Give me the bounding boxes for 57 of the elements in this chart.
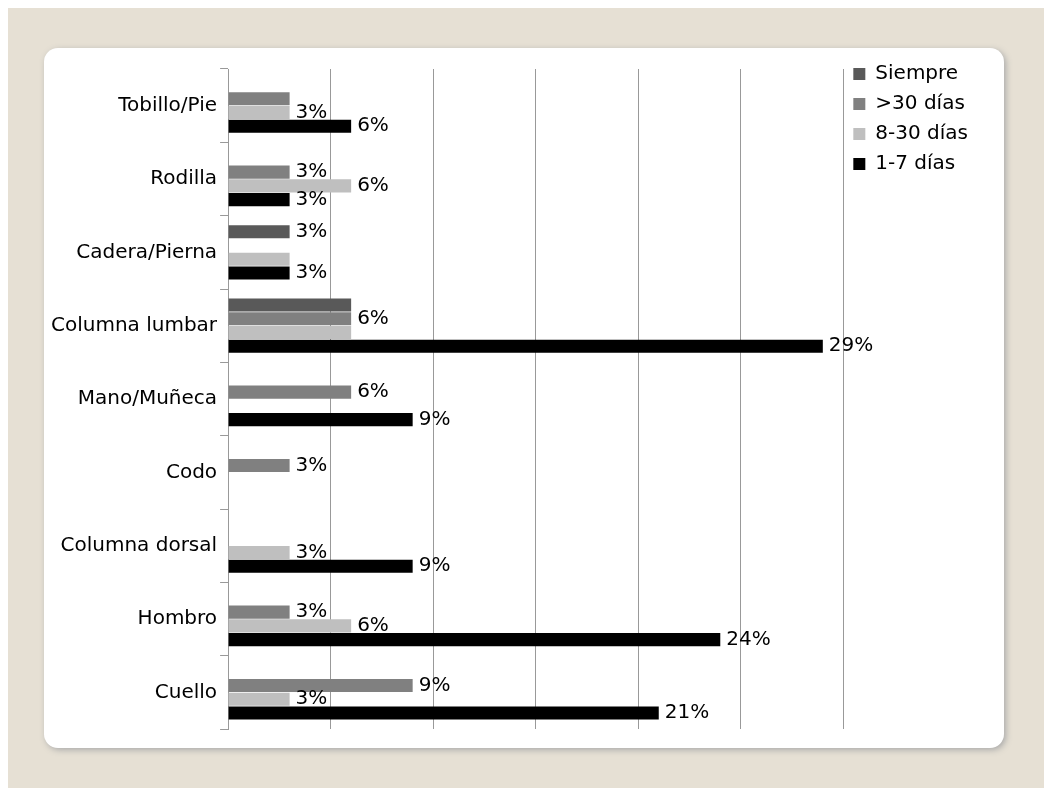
- bar: [228, 179, 352, 193]
- data-label: 3%: [295, 158, 328, 183]
- y-tick-label: Columna dorsal: [60, 531, 218, 556]
- legend-label: 8-30 días: [875, 120, 969, 145]
- data-label: 6%: [357, 612, 389, 637]
- bar: [228, 193, 290, 207]
- bar: [228, 458, 290, 472]
- data-label: 3%: [295, 598, 328, 623]
- bar: [228, 413, 413, 427]
- bar: [228, 339, 823, 353]
- bar: [228, 266, 290, 280]
- data-label: 6%: [357, 304, 389, 329]
- data-label: 6%: [357, 112, 389, 137]
- data-label: 3%: [295, 98, 328, 123]
- bar: [228, 385, 352, 399]
- y-tick-label: Cuello: [154, 678, 218, 703]
- data-label: 3%: [295, 217, 328, 242]
- bar: [228, 546, 290, 560]
- data-label: 24%: [726, 625, 771, 650]
- bar: [228, 252, 290, 266]
- bar: [228, 298, 352, 312]
- legend-label: 1-7 días: [875, 150, 956, 175]
- bar: [228, 326, 352, 340]
- data-label: 9%: [418, 552, 451, 577]
- data-label: 6%: [357, 172, 389, 197]
- bar: [228, 619, 352, 633]
- data-label: 3%: [295, 185, 328, 210]
- y-tick-label: Mano/Muñeca: [77, 385, 218, 410]
- data-label: 9%: [418, 671, 451, 696]
- data-label: 3%: [295, 538, 328, 563]
- bar: [228, 119, 352, 133]
- legend-label: Siempre: [875, 60, 959, 85]
- data-label: 9%: [418, 405, 451, 430]
- y-tick-label: Codo: [165, 458, 218, 483]
- y-tick-label: Hombro: [137, 605, 218, 630]
- bar: [228, 605, 290, 619]
- bar: [228, 92, 290, 106]
- bar: [228, 706, 659, 720]
- data-label: 29%: [828, 332, 874, 357]
- data-label: 3%: [295, 259, 328, 284]
- bar: [228, 106, 290, 120]
- data-label: 6%: [357, 378, 389, 403]
- bar: [228, 692, 290, 706]
- bar: [228, 165, 290, 179]
- bar: [228, 312, 352, 326]
- data-label: 3%: [295, 451, 328, 476]
- bar: [228, 633, 721, 647]
- data-label: 3%: [295, 685, 328, 710]
- bar: [228, 225, 290, 239]
- y-tick-label: Cadera/Pierna: [76, 238, 218, 263]
- bar: [228, 678, 413, 692]
- y-tick-label: Tobillo/Pie: [117, 91, 218, 116]
- data-label: 21%: [664, 699, 710, 724]
- y-tick-label: Rodilla: [150, 165, 218, 190]
- legend-label: >30 días: [875, 90, 965, 115]
- y-tick-label: Columna lumbar: [51, 311, 218, 336]
- bar: [228, 559, 413, 573]
